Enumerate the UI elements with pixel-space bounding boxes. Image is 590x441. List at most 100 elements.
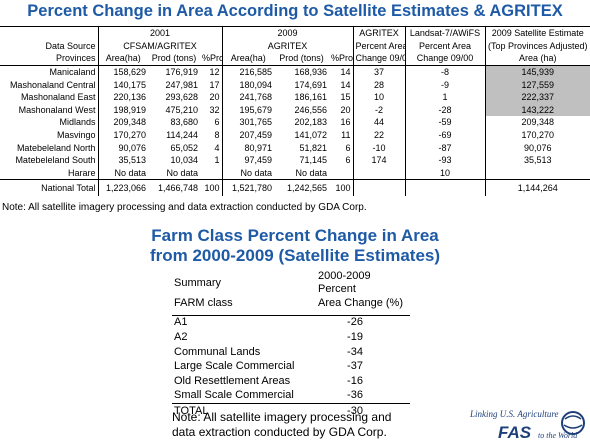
header-cell: Provinces	[0, 52, 98, 66]
data-cell: 16	[340, 117, 351, 128]
province-name: Mashonaland Central	[9, 79, 96, 90]
data-cell: 8	[214, 130, 220, 141]
note-line: data extraction conducted by GDA Corp.	[172, 425, 387, 439]
data-cell: 15	[340, 92, 351, 103]
province-name: Mashonaland East	[20, 92, 96, 103]
data-row: Large Scale Commercial -37	[172, 359, 410, 374]
data-cell: -2	[352, 103, 405, 117]
data-cell: 170,270	[484, 128, 590, 142]
header-cell: 2001	[97, 25, 222, 40]
percent-change: -34	[347, 345, 363, 358]
logo-acronym: FAS	[498, 423, 532, 441]
data-cell: 80,971	[221, 141, 274, 154]
data-cell: -28	[404, 103, 485, 117]
data-cell: 35,513	[97, 153, 148, 167]
data-cell: 247,981	[165, 79, 198, 90]
province-name: Harare	[67, 167, 96, 178]
data-cell	[329, 167, 353, 180]
farm-class: A1	[174, 316, 188, 329]
province-name: Matebeleland South	[15, 155, 96, 166]
data-cell: 37	[352, 65, 405, 79]
header-row: 2001 2009 AGRITEX Landsat-7/AWiFS 2009 Satel…	[0, 25, 590, 40]
farm-class: Small Scale Commercial	[174, 389, 294, 402]
data-cell	[352, 166, 405, 180]
total-cell: 1,223,066	[97, 179, 148, 197]
data-cell: 145,939	[484, 65, 590, 79]
header-cell: (Top Provinces Adjusted)	[484, 39, 590, 53]
data-cell: 1	[214, 155, 220, 166]
header-cell: Area(ha)	[221, 52, 274, 66]
farm-class: A2	[174, 330, 188, 343]
logo-tagline: Linking U.S. Agriculture	[469, 409, 559, 419]
data-cell: 4	[214, 142, 220, 153]
data-cell: No data	[97, 166, 148, 180]
header-cell: Summary	[174, 276, 222, 289]
data-cell: -8	[404, 65, 485, 79]
province-table: 2001 2009 AGRITEX Landsat-7/AWiFS 2009 Satel…	[0, 25, 590, 197]
percent-change: -37	[347, 360, 363, 373]
data-cell: 22	[352, 128, 405, 142]
data-cell: 1	[404, 90, 485, 104]
data-cell: 209,348	[484, 116, 590, 129]
total-cell: 1,144,264	[484, 179, 590, 197]
data-cell: 216,585	[221, 65, 274, 79]
data-cell: 198,919	[97, 103, 148, 117]
data-row: Midlands 209,348 83,680 6 301,765 202,183 16 44…	[0, 116, 590, 129]
percent-change: -30	[300, 403, 410, 419]
header-cell: Landsat-7/AWiFS	[404, 25, 485, 40]
data-cell: 12	[209, 67, 220, 78]
data-cell	[484, 166, 590, 180]
data-cell: 127,559	[484, 78, 590, 91]
header-cell: Prod (tons)	[274, 52, 329, 66]
province-name: Matebeleland North	[16, 142, 96, 153]
header-cell: AGRITEX	[221, 39, 353, 53]
total-cell: 100	[200, 179, 222, 197]
data-cell: 97,459	[221, 153, 274, 167]
province-name: Midlands	[59, 117, 96, 128]
data-cell: 32	[209, 104, 220, 115]
data-cell: 90,076	[484, 141, 590, 154]
section-title: Farm Class Percent Change in Area from 2…	[0, 226, 590, 266]
data-row: Matebeleland South 35,513 10,034 1 97,459 71,…	[0, 153, 590, 167]
data-cell: 14	[340, 79, 351, 90]
data-cell: 143,222	[484, 103, 590, 117]
data-row: A2 -19	[172, 330, 410, 345]
data-cell: 241,768	[221, 90, 274, 104]
data-cell: -9	[404, 78, 485, 91]
title-line: from 2000-2009 (Satellite Estimates)	[149, 246, 441, 265]
data-cell: 28	[352, 78, 405, 91]
data-cell: 51,821	[299, 142, 327, 153]
header-cell: Data Source	[45, 40, 96, 51]
farm-class: Communal Lands	[174, 345, 261, 358]
data-cell: 90,076	[97, 141, 148, 154]
data-cell: 293,628	[165, 92, 198, 103]
data-cell: No data	[295, 167, 327, 178]
data-cell: 6	[214, 117, 220, 128]
data-cell: No data	[221, 166, 274, 180]
data-cell: 475,210	[165, 104, 198, 115]
data-cell: 71,145	[299, 155, 327, 166]
farm-class-table: Summary 2000-2009 Percent FARM class Area C…	[172, 270, 410, 419]
total-row: TOTAL -30	[172, 403, 410, 419]
data-cell: 176,919	[165, 67, 198, 78]
data-cell: 10,034	[170, 155, 198, 166]
data-cell: -93	[404, 153, 485, 167]
data-cell: 202,183	[294, 117, 327, 128]
farm-class: Large Scale Commercial	[174, 360, 295, 373]
data-cell: 44	[352, 116, 405, 129]
data-cell: 141,072	[294, 130, 327, 141]
logo-globe-lines	[563, 415, 583, 429]
header-cell: Percent Area	[404, 39, 485, 53]
header-cell	[0, 25, 98, 40]
header-cell: Area(ha)	[97, 52, 148, 66]
data-cell: 14	[340, 67, 351, 78]
data-cell: 180,094	[221, 78, 274, 91]
data-row: Manicaland 158,629 176,919 12 216,585 168,936…	[0, 65, 590, 79]
header-cell: Change 09/01	[352, 52, 405, 66]
header-cell: Percent Area	[352, 39, 405, 53]
total-cell: 1,242,565	[274, 179, 329, 197]
header-cell: AGRITEX	[352, 25, 405, 40]
data-cell: 17	[209, 79, 220, 90]
